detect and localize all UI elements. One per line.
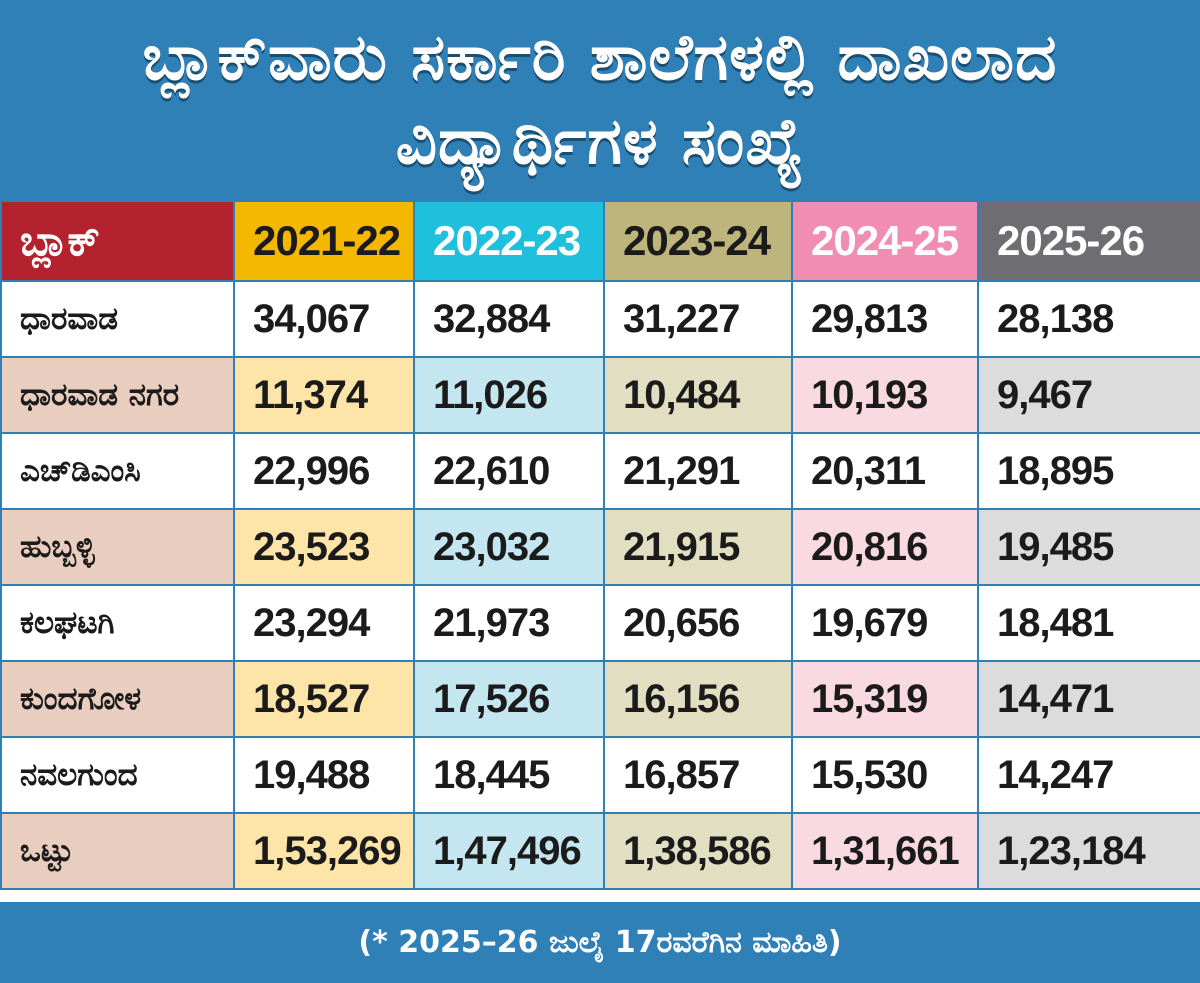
value-cell: 10,193 [791, 356, 979, 434]
year-header: 2021-22 [233, 200, 415, 282]
value-cell: 15,530 [791, 736, 979, 814]
value-cell: 20,816 [791, 508, 979, 586]
value-cell: 9,467 [977, 356, 1200, 434]
header-row: ಬ್ಲಾಕ್ 2021-22 2022-23 2023-24 2024-25 2… [0, 200, 1200, 282]
value-cell: 18,895 [977, 432, 1200, 510]
block-name-cell: ಧಾರವಾಡ ನಗರ [0, 356, 235, 434]
block-name-cell: ಒಟ್ಟು [0, 812, 235, 890]
value-cell: 23,032 [413, 508, 605, 586]
value-cell: 11,026 [413, 356, 605, 434]
value-cell: 1,23,184 [977, 812, 1200, 890]
value-cell: 1,47,496 [413, 812, 605, 890]
value-cell: 1,38,586 [603, 812, 793, 890]
year-header: 2022-23 [413, 200, 605, 282]
value-cell: 31,227 [603, 280, 793, 358]
year-header: 2024-25 [791, 200, 979, 282]
block-name-cell: ಹುಬ್ಬಳ್ಳಿ [0, 508, 235, 586]
value-cell: 23,523 [233, 508, 415, 586]
block-name-cell: ಕುಂದಗೋಳ [0, 660, 235, 738]
table-row: ನವಲಗುಂದ 19,488 18,445 16,857 15,530 14,247 [0, 736, 1200, 814]
value-cell: 21,973 [413, 584, 605, 662]
table-row: ಕಲಘಟಗಿ 23,294 21,973 20,656 19,679 18,481 [0, 584, 1200, 662]
table-body: ಧಾರವಾಡ 34,067 32,884 31,227 29,813 28,138 ಧಾರವ… [0, 280, 1200, 890]
value-cell: 1,53,269 [233, 812, 415, 890]
value-cell: 22,996 [233, 432, 415, 510]
value-cell: 19,485 [977, 508, 1200, 586]
title-line-2: ವಿದ್ಯಾರ್ಥಿಗಳ ಸಂಖ್ಯೆ [395, 105, 805, 179]
block-name-cell: ನವಲಗುಂದ [0, 736, 235, 814]
value-cell: 18,445 [413, 736, 605, 814]
title-banner: ಬ್ಲಾಕ್‌ವಾರು ಸರ್ಕಾರಿ ಶಾಲೆಗಳಲ್ಲಿ ದಾಖಲಾದ ವಿ… [0, 0, 1200, 200]
value-cell: 14,471 [977, 660, 1200, 738]
value-cell: 21,291 [603, 432, 793, 510]
table-row: ಧಾರವಾಡ ನಗರ 11,374 11,026 10,484 10,193 9,467 [0, 356, 1200, 434]
value-cell: 11,374 [233, 356, 415, 434]
value-cell: 20,656 [603, 584, 793, 662]
table-row: ಒಟ್ಟು 1,53,269 1,47,496 1,38,586 1,31,661 1,2… [0, 812, 1200, 890]
footnote: (* 2025–26 ಜುಲೈ 17ರವರೆಗಿನ ಮಾಹಿತಿ) [358, 925, 842, 960]
value-cell: 16,156 [603, 660, 793, 738]
value-cell: 19,488 [233, 736, 415, 814]
table-row: ಎಚ್‌ಡಿಎಂಸಿ 22,996 22,610 21,291 20,311 18,895 [0, 432, 1200, 510]
value-cell: 19,679 [791, 584, 979, 662]
value-cell: 29,813 [791, 280, 979, 358]
value-cell: 20,311 [791, 432, 979, 510]
footnote-banner: (* 2025–26 ಜುಲೈ 17ರವರೆಗಿನ ಮಾಹಿತಿ) [0, 902, 1200, 983]
value-cell: 17,526 [413, 660, 605, 738]
value-cell: 14,247 [977, 736, 1200, 814]
value-cell: 34,067 [233, 280, 415, 358]
value-cell: 18,527 [233, 660, 415, 738]
value-cell: 15,319 [791, 660, 979, 738]
block-name-cell: ಎಚ್‌ಡಿಎಂಸಿ [0, 432, 235, 510]
value-cell: 1,31,661 [791, 812, 979, 890]
year-header: 2025-26 [977, 200, 1200, 282]
table-row: ಧಾರವಾಡ 34,067 32,884 31,227 29,813 28,138 [0, 280, 1200, 358]
value-cell: 23,294 [233, 584, 415, 662]
value-cell: 32,884 [413, 280, 605, 358]
value-cell: 22,610 [413, 432, 605, 510]
value-cell: 28,138 [977, 280, 1200, 358]
table-row: ಕುಂದಗೋಳ 18,527 17,526 16,156 15,319 14,471 [0, 660, 1200, 738]
value-cell: 16,857 [603, 736, 793, 814]
title-line-1: ಬ್ಲಾಕ್‌ವಾರು ಸರ್ಕಾರಿ ಶಾಲೆಗಳಲ್ಲಿ ದಾಖಲಾದ [142, 21, 1058, 95]
enrollment-table: ಬ್ಲಾಕ್ 2021-22 2022-23 2023-24 2024-25 2… [0, 200, 1200, 890]
year-header: 2023-24 [603, 200, 793, 282]
value-cell: 21,915 [603, 508, 793, 586]
value-cell: 10,484 [603, 356, 793, 434]
value-cell: 18,481 [977, 584, 1200, 662]
block-name-cell: ಧಾರವಾಡ [0, 280, 235, 358]
block-name-cell: ಕಲಘಟಗಿ [0, 584, 235, 662]
block-column-header: ಬ್ಲಾಕ್ [0, 200, 235, 282]
table-row: ಹುಬ್ಬಳ್ಳಿ 23,523 23,032 21,915 20,816 19,485 [0, 508, 1200, 586]
